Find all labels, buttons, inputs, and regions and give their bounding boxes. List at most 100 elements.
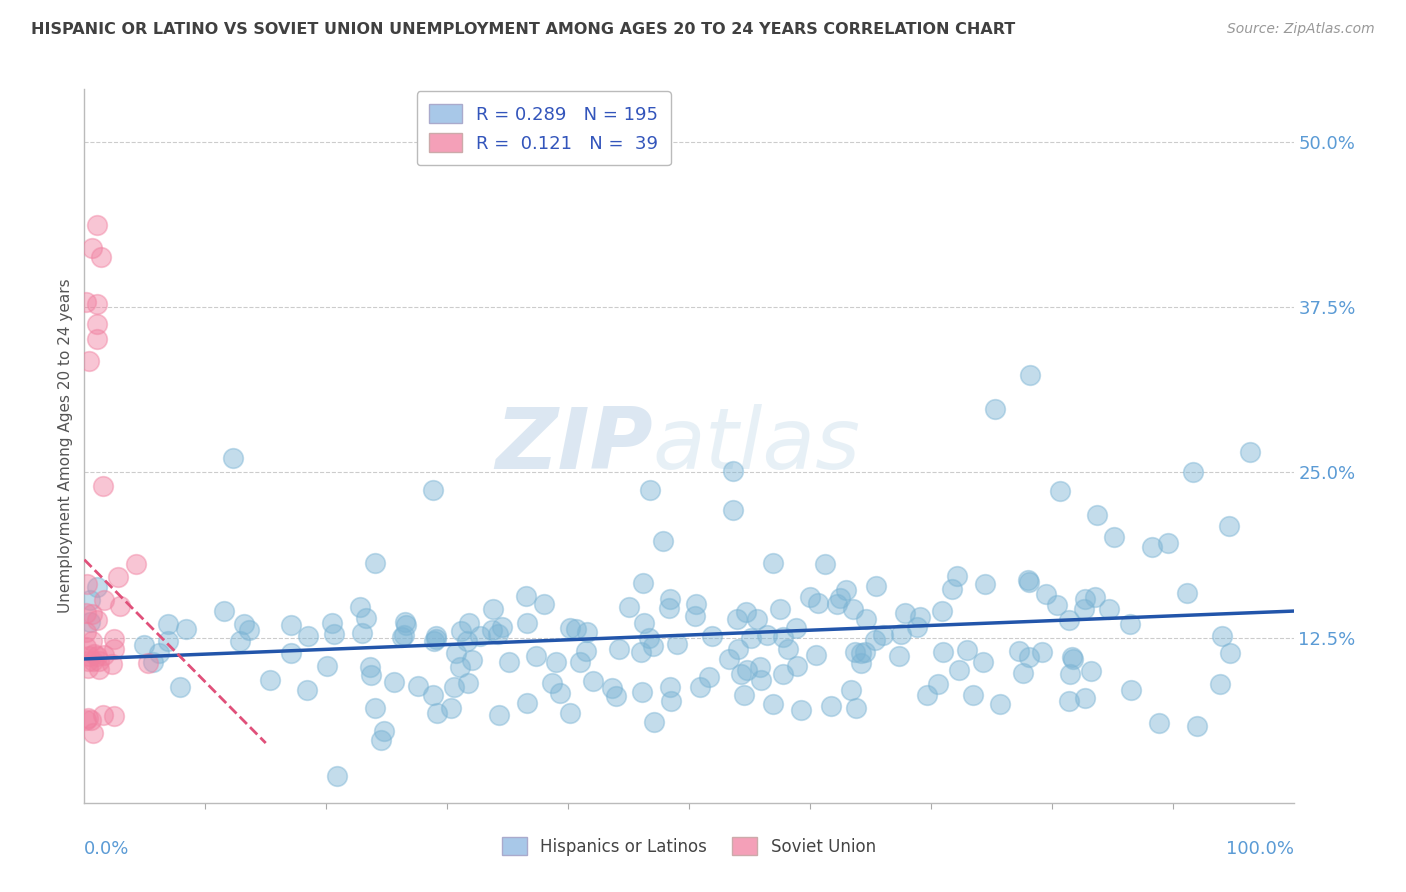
Point <box>1046 598 1069 612</box>
Point <box>945 569 967 583</box>
Point <box>1011 666 1033 681</box>
Point <box>1211 629 1233 643</box>
Point <box>558 621 581 635</box>
Point <box>516 696 538 710</box>
Point <box>735 663 758 677</box>
Point <box>280 618 302 632</box>
Point <box>932 645 955 659</box>
Point <box>1074 691 1097 706</box>
Point <box>633 615 655 630</box>
Point <box>1084 590 1107 604</box>
Point <box>931 604 953 618</box>
Point <box>905 620 928 634</box>
Point <box>76 577 98 591</box>
Point <box>461 653 484 667</box>
Point <box>643 714 665 729</box>
Text: Source: ZipAtlas.com: Source: ZipAtlas.com <box>1227 22 1375 37</box>
Point <box>558 706 581 720</box>
Point <box>1175 586 1198 600</box>
Point <box>425 632 447 646</box>
Point <box>498 655 520 669</box>
Point <box>730 667 752 681</box>
Point <box>360 668 382 682</box>
Point <box>748 659 770 673</box>
Point <box>77 660 100 674</box>
Point <box>90 250 112 264</box>
Point <box>915 689 938 703</box>
Point <box>222 450 245 465</box>
Point <box>364 701 387 715</box>
Point <box>1147 715 1170 730</box>
Point <box>101 657 124 672</box>
Point <box>450 624 472 638</box>
Point <box>75 294 97 309</box>
Point <box>87 662 110 676</box>
Point <box>983 401 1005 416</box>
Point <box>806 596 828 610</box>
Point <box>1062 650 1084 665</box>
Point <box>79 592 101 607</box>
Point <box>762 556 785 570</box>
Point <box>721 464 744 478</box>
Point <box>359 659 381 673</box>
Point <box>849 657 872 671</box>
Point <box>457 676 479 690</box>
Point <box>1140 540 1163 554</box>
Point <box>772 630 794 644</box>
Point <box>865 579 887 593</box>
Point <box>637 632 659 646</box>
Point <box>391 630 413 644</box>
Point <box>82 633 104 648</box>
Point <box>142 655 165 669</box>
Point <box>853 645 876 659</box>
Point <box>174 622 197 636</box>
Point <box>582 674 605 689</box>
Point <box>1239 444 1261 458</box>
Point <box>725 611 748 625</box>
Point <box>956 643 979 657</box>
Point <box>799 591 821 605</box>
Point <box>1018 368 1040 382</box>
Point <box>658 680 681 694</box>
Point <box>449 659 471 673</box>
Point <box>316 659 339 673</box>
Text: atlas: atlas <box>652 404 860 488</box>
Text: ZIP: ZIP <box>495 404 652 488</box>
Point <box>295 683 318 698</box>
Point <box>652 534 675 549</box>
Point <box>93 593 115 607</box>
Point <box>749 673 772 687</box>
Point <box>82 726 104 740</box>
Point <box>1059 667 1081 681</box>
Point <box>406 679 429 693</box>
Point <box>600 681 623 695</box>
Point <box>855 612 877 626</box>
Point <box>80 713 103 727</box>
Point <box>169 680 191 694</box>
Point <box>894 606 917 620</box>
Point <box>1085 508 1108 522</box>
Point <box>321 616 343 631</box>
Point <box>458 616 481 631</box>
Point <box>103 709 125 723</box>
Point <box>86 318 108 332</box>
Point <box>727 641 749 656</box>
Point <box>972 655 994 669</box>
Point <box>82 241 104 255</box>
Point <box>785 621 807 635</box>
Point <box>107 570 129 584</box>
Point <box>125 557 148 571</box>
Y-axis label: Unemployment Among Ages 20 to 24 years: Unemployment Among Ages 20 to 24 years <box>58 278 73 614</box>
Point <box>659 592 682 607</box>
Point <box>326 769 349 783</box>
Point <box>79 615 101 630</box>
Point <box>425 629 447 643</box>
Point <box>1119 617 1142 632</box>
Point <box>440 700 463 714</box>
Point <box>617 600 640 615</box>
Point <box>988 697 1011 711</box>
Point <box>156 634 179 648</box>
Point <box>533 597 555 611</box>
Point <box>872 628 894 642</box>
Text: HISPANIC OR LATINO VS SOVIET UNION UNEMPLOYMENT AMONG AGES 20 TO 24 YEARS CORREL: HISPANIC OR LATINO VS SOVIET UNION UNEMP… <box>31 22 1015 37</box>
